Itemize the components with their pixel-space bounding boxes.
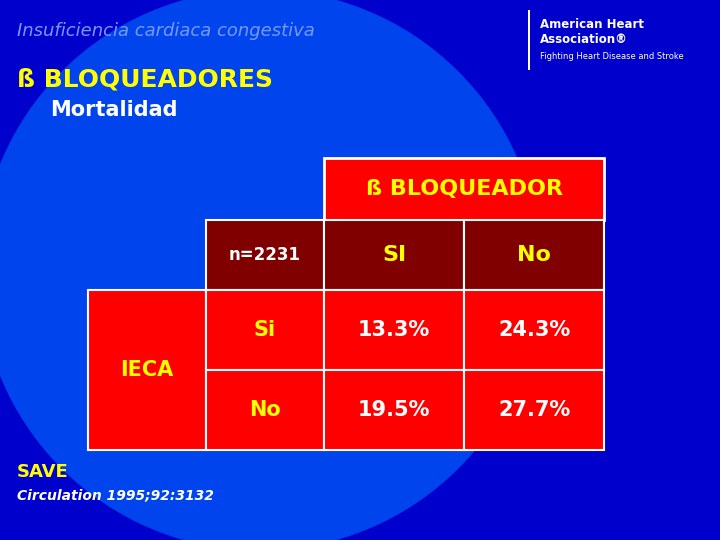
Bar <box>206 220 324 290</box>
Text: SI: SI <box>382 245 406 265</box>
Text: 27.7%: 27.7% <box>498 400 570 420</box>
Text: American Heart
Association®: American Heart Association® <box>540 18 644 46</box>
Bar <box>324 158 604 220</box>
Bar <box>464 370 604 450</box>
Bar <box>528 10 529 70</box>
Text: 24.3%: 24.3% <box>498 320 570 340</box>
Bar <box>324 370 464 450</box>
Text: SAVE: SAVE <box>17 463 68 481</box>
Bar <box>464 220 604 290</box>
Text: IECA: IECA <box>120 360 174 380</box>
Text: ß BLOQUEADOR: ß BLOQUEADOR <box>366 179 562 199</box>
Bar <box>324 290 464 370</box>
Bar <box>464 290 604 370</box>
Text: No: No <box>517 245 551 265</box>
Text: ß BLOQUEADORES: ß BLOQUEADORES <box>17 68 273 92</box>
Text: Circulation 1995;92:3132: Circulation 1995;92:3132 <box>17 488 214 502</box>
Text: Mortalidad: Mortalidad <box>50 100 178 120</box>
Circle shape <box>0 0 540 540</box>
Bar <box>88 290 206 450</box>
Text: Insuficiencia cardiaca congestiva: Insuficiencia cardiaca congestiva <box>17 22 315 40</box>
Text: No: No <box>249 400 281 420</box>
Text: 13.3%: 13.3% <box>358 320 430 340</box>
Bar <box>324 220 464 290</box>
Bar <box>206 290 324 370</box>
Text: Fighting Heart Disease and Stroke: Fighting Heart Disease and Stroke <box>540 52 684 61</box>
Text: n=2231: n=2231 <box>229 246 301 264</box>
Bar <box>206 370 324 450</box>
Text: 19.5%: 19.5% <box>358 400 431 420</box>
Text: Si: Si <box>254 320 276 340</box>
